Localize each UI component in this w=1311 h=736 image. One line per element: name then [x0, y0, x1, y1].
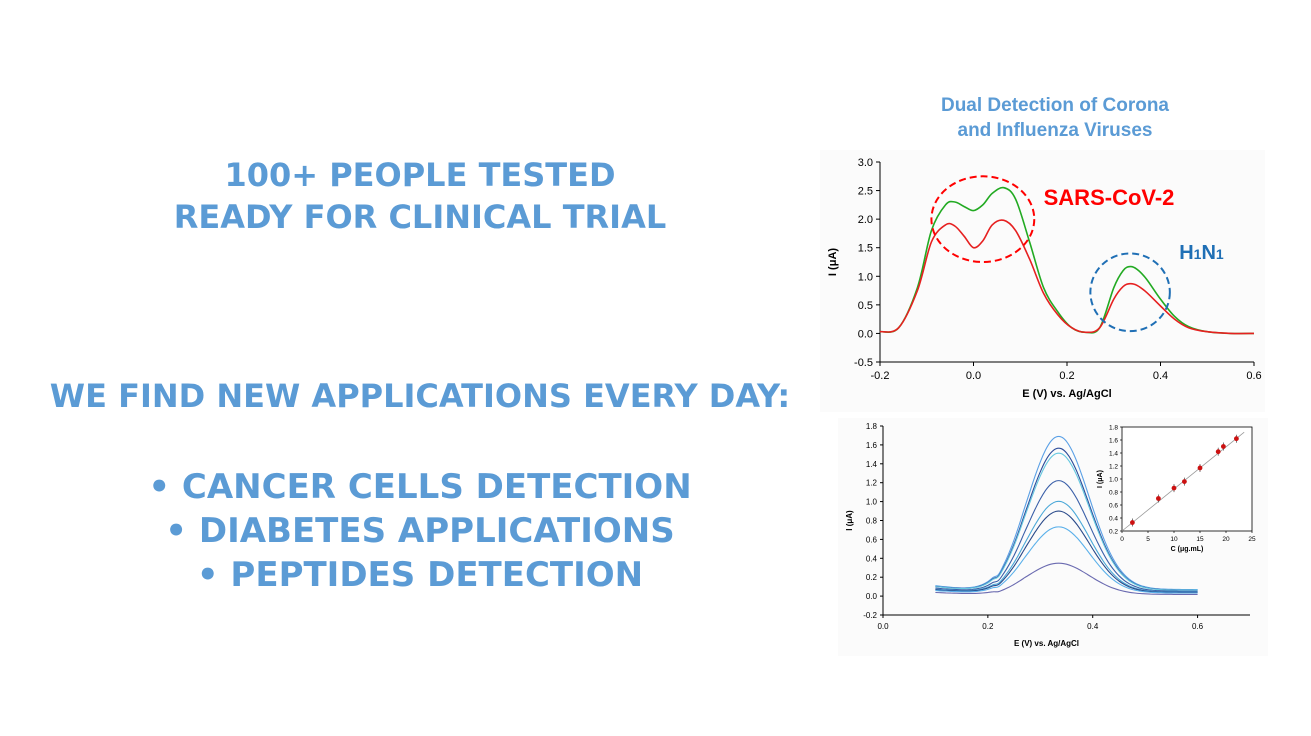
y-tick-label: 3.0: [858, 157, 873, 169]
inset-y-axis-label: I (μA): [1097, 470, 1104, 488]
y-tick-label: 1.5: [858, 243, 873, 255]
x-tick-label: 0.0: [877, 622, 889, 631]
inset-point: [1130, 520, 1135, 525]
inset-point: [1215, 449, 1221, 455]
y-axis-label: I (μA): [845, 510, 854, 531]
inset-y-tick-label: 1.6: [1109, 438, 1118, 445]
inset-y-tick-label: 0.6: [1109, 503, 1118, 510]
dual-detection-chart: -0.5 0.0 0.5 1.0 1.5 2.0 2.5 3.0 -0.2 0.0 0.2 0.4 0.…: [820, 150, 1265, 412]
y-tick-label: 1.6: [866, 441, 878, 450]
x-tick-label: 0.4: [1153, 370, 1168, 382]
x-tick-label: 0.6: [1246, 370, 1261, 382]
y-tick-label: 0.4: [866, 554, 878, 563]
inset-point: [1171, 485, 1177, 491]
x-axis-label: E (V) vs. Ag/AgCl: [1022, 388, 1111, 400]
figure-title: Dual Detection of Corona and Influenza V…: [900, 93, 1210, 143]
y-tick-label: 1.0: [866, 498, 878, 507]
y-tick-label: -0.2: [863, 611, 877, 620]
inset-point: [1156, 496, 1161, 501]
list-item: • PEPTIDES DETECTION: [196, 555, 644, 595]
x-tick-label: -0.2: [871, 370, 890, 382]
series-line-2: [879, 219, 1255, 335]
y-tick-label: 0.5: [858, 300, 873, 312]
x-tick-label: 0.2: [982, 622, 994, 631]
x-tick-label: 0.2: [1059, 370, 1074, 382]
inset-x-tick-label: 25: [1248, 536, 1256, 543]
inset-x-tick-label: 0: [1120, 536, 1124, 543]
inset-y-tick-label: 1.2: [1109, 464, 1118, 471]
y-tick-label: -0.5: [854, 357, 873, 369]
y-tick-label: 1.2: [866, 479, 878, 488]
h1n1-circle: [1089, 252, 1171, 333]
inset-y-tick-label: 0.8: [1109, 490, 1118, 497]
voltammogram-line-4: [935, 480, 1198, 592]
headline-tested: 100+ PEOPLE TESTED READY FOR CLINICAL TR…: [40, 154, 800, 238]
figure-title-line-2: and Influenza Viruses: [957, 120, 1153, 141]
chart-background: [820, 150, 1265, 412]
inset-y-tick-label: 1.0: [1109, 477, 1118, 484]
calibration-chart: -0.20.00.20.40.60.81.01.21.41.61.80.0 0.2…: [838, 418, 1268, 656]
inset-point: [1234, 436, 1239, 442]
inset-x-tick-label: 20: [1222, 536, 1230, 543]
inset-x-axis-label: C (μg.mL): [1171, 546, 1204, 553]
y-tick-label: 1.0: [858, 271, 873, 283]
figure-title-line-1: Dual Detection of Corona: [940, 95, 1169, 116]
x-tick-label: 0.4: [1087, 622, 1099, 631]
y-tick-label: 2.5: [858, 186, 873, 198]
y-tick-label: 0.0: [858, 328, 873, 340]
voltammogram-line-7: [935, 526, 1198, 594]
y-tick-label: 1.4: [866, 460, 878, 469]
sars-cov-2-label: SARS-CoV-2: [1044, 185, 1175, 210]
list-item: • CANCER CELLS DETECTION: [148, 467, 692, 507]
inset-x-tick-label: 15: [1196, 536, 1204, 543]
voltammogram-line-6: [935, 510, 1198, 593]
headline-line-2: READY FOR CLINICAL TRIAL: [173, 198, 667, 236]
series-line-1: [879, 186, 1255, 335]
y-tick-label: 0.8: [866, 517, 878, 526]
y-axis-label: I (μA): [827, 248, 839, 276]
y-tick-label: 0.0: [866, 592, 878, 601]
inset-y-tick-label: 1.4: [1109, 451, 1118, 458]
x-axis-label: E (V) vs. Ag/AgCl: [1014, 639, 1079, 648]
h1n1-label: H1N1: [1179, 242, 1224, 264]
x-tick-label: 0.0: [966, 370, 981, 382]
y-tick-label: 1.8: [866, 422, 878, 431]
inset-x-tick-label: 5: [1146, 536, 1150, 543]
inset-y-tick-label: 0.2: [1109, 529, 1118, 536]
y-tick-label: 0.2: [866, 573, 878, 582]
application-list: • CANCER CELLS DETECTION • DIABETES APPL…: [40, 465, 800, 597]
inset-point: [1182, 479, 1187, 484]
inset-x-tick-label: 10: [1170, 536, 1178, 543]
voltammogram-line-8: [935, 562, 1198, 595]
voltammogram-line-3: [935, 452, 1198, 591]
x-tick-label: 0.6: [1192, 622, 1204, 631]
inset-point: [1197, 465, 1203, 471]
headline-line-1: 100+ PEOPLE TESTED: [224, 156, 616, 194]
y-tick-label: 0.6: [866, 535, 878, 544]
inset-y-tick-label: 0.4: [1109, 516, 1118, 523]
inset-y-tick-label: 1.8: [1109, 425, 1118, 432]
list-item: • DIABETES APPLICATIONS: [165, 511, 675, 551]
headline-applications: WE FIND NEW APPLICATIONS EVERY DAY:: [49, 377, 791, 415]
y-tick-label: 2.0: [858, 214, 873, 226]
inset-point: [1221, 444, 1226, 449]
